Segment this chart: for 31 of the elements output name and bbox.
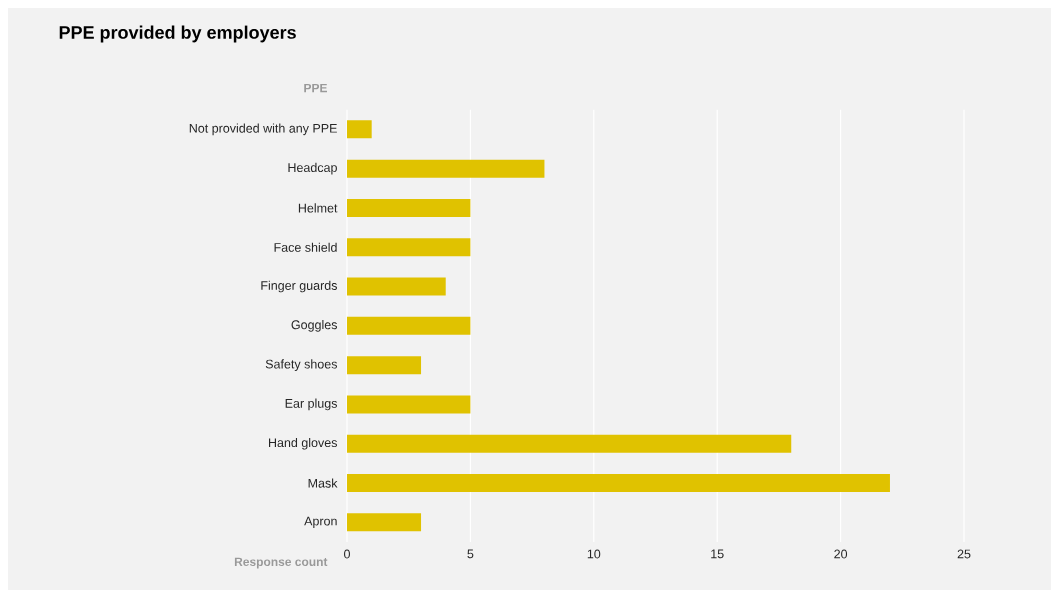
- bar: [347, 395, 471, 414]
- y-tick-label: Ear plugs: [285, 398, 338, 411]
- bar: [347, 356, 422, 375]
- x-tick-label: 25: [957, 549, 971, 559]
- bar: [347, 198, 471, 217]
- bar: [347, 474, 890, 493]
- y-tick-label: Mask: [308, 478, 338, 488]
- y-tick-label: Hand gloves: [269, 437, 337, 450]
- x-tick-label: 20: [834, 549, 848, 559]
- x-tick-label: 10: [587, 549, 601, 559]
- bar: [347, 238, 471, 257]
- y-tick-label: Not provided with any PPE: [189, 123, 337, 136]
- bar: [347, 277, 446, 296]
- bar: [347, 120, 372, 139]
- x-tick-label: 0: [344, 549, 350, 559]
- text: PPE provided by employers: [59, 25, 296, 43]
- y-tick-label: Headcap: [288, 162, 337, 175]
- y-tick-label: Safety shoes: [265, 359, 338, 371]
- x-axis-title: Response count: [234, 557, 328, 569]
- y-axis-title: PPE: [304, 83, 327, 93]
- y-tick-label: Finger guards: [261, 280, 337, 293]
- x-tick-label: 15: [711, 549, 724, 559]
- y-tick-label: Apron: [304, 516, 337, 528]
- bar: [347, 513, 422, 532]
- bar: [347, 434, 792, 453]
- bar: [347, 316, 471, 335]
- x-tick-label: 5: [467, 549, 474, 559]
- bar: [347, 159, 545, 178]
- y-tick-label: Goggles: [291, 320, 338, 332]
- y-tick-label: Helmet: [298, 203, 338, 213]
- y-tick-label: Face shield: [274, 242, 337, 252]
